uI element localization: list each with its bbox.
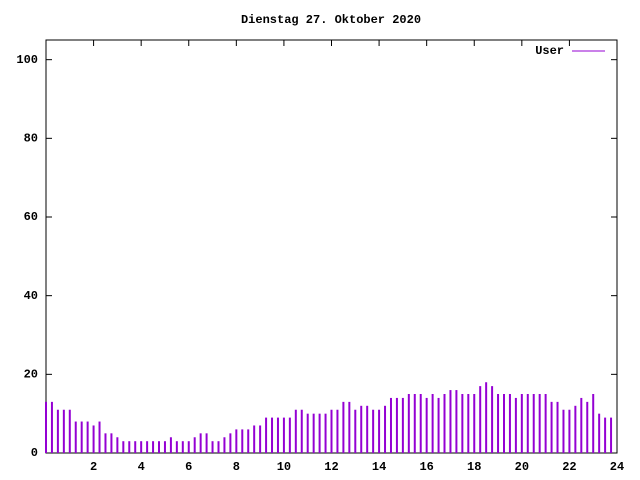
x-tick-label: 20 bbox=[515, 460, 529, 474]
x-tick-label: 12 bbox=[324, 460, 338, 474]
x-tick-label: 10 bbox=[277, 460, 291, 474]
y-tick-label: 100 bbox=[16, 53, 38, 67]
chart-title: Dienstag 27. Oktober 2020 bbox=[241, 13, 421, 27]
x-tick-label: 6 bbox=[185, 460, 192, 474]
y-tick-label: 60 bbox=[24, 210, 38, 224]
y-tick-label: 80 bbox=[24, 132, 38, 146]
legend-label: User bbox=[535, 44, 564, 58]
x-tick-label: 24 bbox=[610, 460, 624, 474]
x-tick-label: 8 bbox=[233, 460, 240, 474]
x-tick-label: 22 bbox=[562, 460, 576, 474]
y-tick-label: 20 bbox=[24, 368, 38, 382]
x-tick-label: 4 bbox=[138, 460, 145, 474]
y-tick-label: 0 bbox=[31, 446, 38, 460]
x-tick-label: 14 bbox=[372, 460, 386, 474]
y-tick-label: 40 bbox=[24, 289, 38, 303]
plot-frame bbox=[45, 39, 618, 454]
x-tick-label: 16 bbox=[419, 460, 433, 474]
x-tick-label: 18 bbox=[467, 460, 481, 474]
x-tick-label: 2 bbox=[90, 460, 97, 474]
